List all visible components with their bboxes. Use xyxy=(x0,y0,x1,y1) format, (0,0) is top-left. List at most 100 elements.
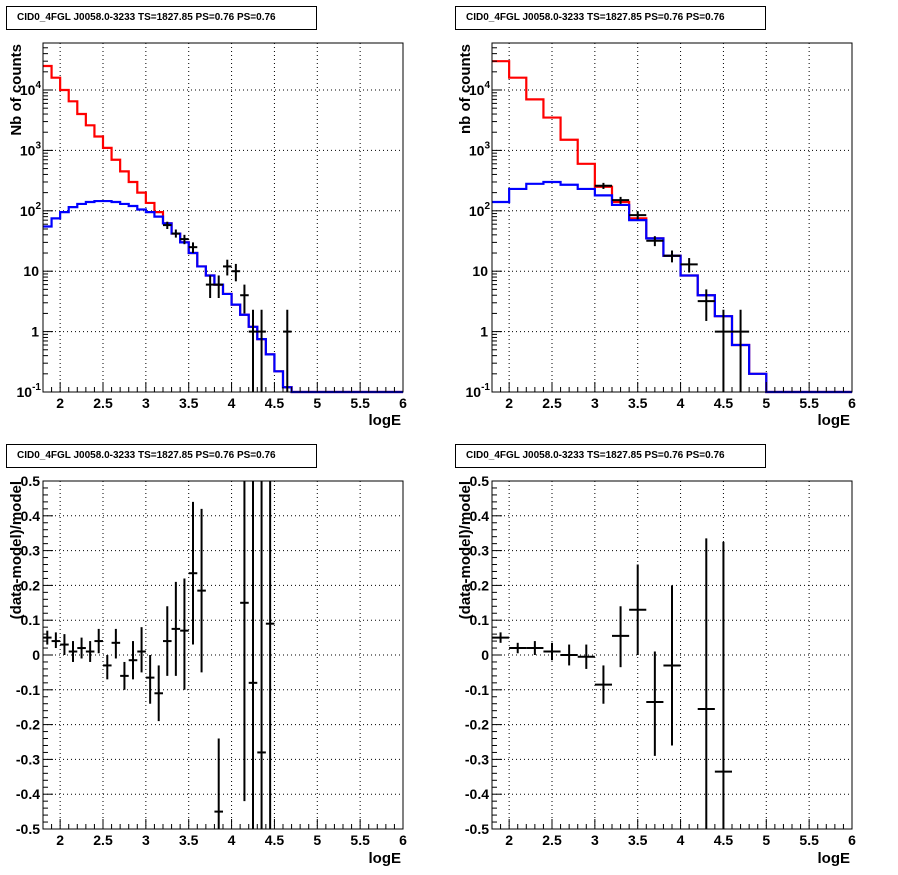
data-point xyxy=(205,275,215,298)
plot-frame xyxy=(42,42,404,393)
x-tick-label: 5.5 xyxy=(350,395,370,411)
data-point xyxy=(128,641,138,680)
x-tick-label: 2.5 xyxy=(542,395,562,411)
x-tick-label: 5.5 xyxy=(799,832,819,848)
chart-title: CID0_4FGL J0058.0-3233 TS=1827.85 PS=0.7… xyxy=(455,6,766,30)
chart-svg: 2 2.5 3 3.5 4 4.5 5 5.5 6 10-1 1 10 102 103 104 logE n… xyxy=(457,42,856,429)
x-axis-label: logE xyxy=(818,412,851,429)
y-tick-label: 0.3 xyxy=(21,543,41,559)
y-tick-label: 103 xyxy=(469,140,491,158)
data-point xyxy=(43,630,52,645)
y-tick-label: 104 xyxy=(469,80,491,98)
data-point xyxy=(240,284,249,314)
x-tick-label: 2 xyxy=(56,395,64,411)
data-point xyxy=(697,538,715,829)
y-tick-label: -0.5 xyxy=(465,821,489,837)
data-point xyxy=(629,564,647,655)
y-tick-label: 0.4 xyxy=(21,508,41,524)
y-axis-label: (data-model)/model xyxy=(8,481,25,619)
x-tick-label: 6 xyxy=(399,832,407,848)
data-point xyxy=(94,628,103,654)
series-line xyxy=(492,180,852,394)
data-point xyxy=(680,258,698,273)
x-tick-label: 4 xyxy=(228,832,236,848)
data-point xyxy=(85,641,95,662)
y-tick-label: 0 xyxy=(32,647,40,663)
y-tick-label: 103 xyxy=(20,140,42,158)
data-point xyxy=(594,665,612,704)
x-tick-label: 3.5 xyxy=(628,832,648,848)
data-point xyxy=(248,481,258,829)
pad-spectrum-coarse: 2 2.5 3 3.5 4 4.5 5 5.5 6 10-1 1 10 102 103 104 logE n… xyxy=(449,0,898,437)
y-axis-label: Nb of counts xyxy=(8,44,25,136)
x-tick-label: 4.5 xyxy=(714,832,734,848)
data-point xyxy=(68,641,78,662)
data-point xyxy=(223,259,232,276)
y-tick-label: 0.1 xyxy=(470,612,490,628)
data-point xyxy=(629,211,647,220)
y-tick-label: 10 xyxy=(23,263,39,279)
x-tick-label: 2 xyxy=(505,832,513,848)
x-tick-label: 3 xyxy=(591,395,599,411)
y-tick-label: -0.2 xyxy=(16,717,40,733)
y-tick-label: 104 xyxy=(20,80,42,98)
y-tick-label: 0.2 xyxy=(470,577,490,593)
data-point xyxy=(265,481,275,829)
x-tick-label: 5 xyxy=(762,832,770,848)
x-tick-label: 2 xyxy=(56,832,64,848)
data-point xyxy=(60,634,69,655)
y-tick-label: 1 xyxy=(31,324,39,340)
chart-svg: 2 2.5 3 3.5 4 4.5 5 5.5 6 -0.5 -0.4 -0.3 -0.2 -0.1 0 0.… xyxy=(8,473,407,867)
y-tick-label: -0.3 xyxy=(465,751,489,767)
data-point xyxy=(714,309,732,392)
y-tick-label: -0.2 xyxy=(465,717,489,733)
plot-frame xyxy=(491,42,853,393)
data-point xyxy=(560,644,578,666)
y-tick-label: 10-1 xyxy=(466,382,491,400)
chart-title: CID0_4FGL J0058.0-3233 TS=1827.85 PS=0.7… xyxy=(6,444,317,468)
x-tick-label: 6 xyxy=(848,832,856,848)
data-point xyxy=(492,632,510,643)
y-tick-label: -0.3 xyxy=(16,751,40,767)
x-tick-label: 2.5 xyxy=(93,395,113,411)
data-point xyxy=(257,309,266,392)
y-tick-label: -0.1 xyxy=(465,682,489,698)
y-tick-label: -0.1 xyxy=(16,682,40,698)
data-point xyxy=(248,309,258,392)
data-point xyxy=(171,229,181,238)
data-point xyxy=(612,606,630,668)
data-point xyxy=(145,655,155,704)
y-tick-label: 102 xyxy=(20,201,42,219)
x-tick-label: 4.5 xyxy=(265,832,285,848)
x-axis-label: logE xyxy=(369,850,402,867)
x-tick-label: 4 xyxy=(228,395,236,411)
data-point xyxy=(180,234,189,245)
data-point xyxy=(612,196,630,204)
data-point xyxy=(111,628,121,659)
chart-title: CID0_4FGL J0058.0-3233 TS=1827.85 PS=0.7… xyxy=(455,444,766,468)
x-tick-label: 5 xyxy=(762,395,770,411)
y-tick-label: 0.5 xyxy=(21,473,41,489)
y-tick-label: 102 xyxy=(469,201,491,219)
pad-residuals-coarse: 2 2.5 3 3.5 4 4.5 5 5.5 6 -0.5 -0.4 -0.3 -0.2 -0.1 0 0.… xyxy=(449,437,898,875)
series-line xyxy=(43,199,403,394)
data-point xyxy=(732,309,750,392)
data-point xyxy=(663,585,681,746)
x-tick-label: 4 xyxy=(677,395,685,411)
x-tick-label: 3.5 xyxy=(179,832,199,848)
data-point xyxy=(188,242,198,254)
x-axis-label: logE xyxy=(369,412,402,429)
x-tick-label: 3 xyxy=(591,832,599,848)
data-point xyxy=(646,236,664,247)
x-tick-label: 4.5 xyxy=(714,395,734,411)
x-tick-label: 3.5 xyxy=(628,395,648,411)
data-point xyxy=(543,642,561,661)
x-tick-label: 3 xyxy=(142,832,150,848)
x-tick-label: 5 xyxy=(313,395,321,411)
y-tick-label: 10-1 xyxy=(17,382,42,400)
data-point xyxy=(137,627,146,673)
data-point xyxy=(231,263,241,282)
data-point xyxy=(180,578,189,690)
y-tick-label: 0.2 xyxy=(21,577,41,593)
y-tick-label: -0.5 xyxy=(16,821,40,837)
